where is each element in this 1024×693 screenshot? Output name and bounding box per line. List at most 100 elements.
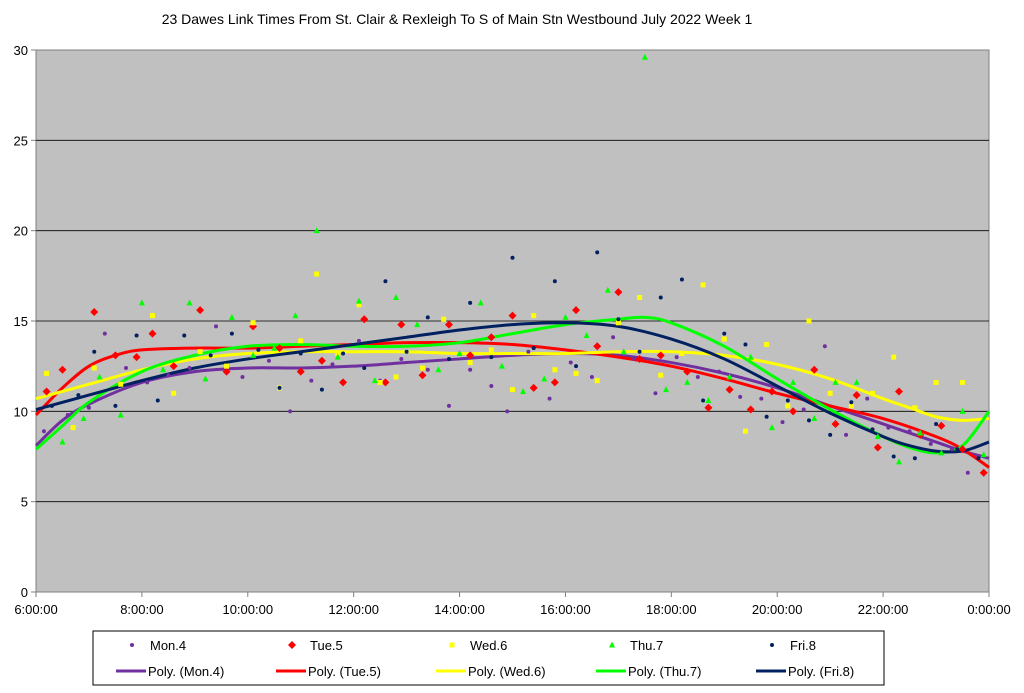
data-point [550, 378, 559, 387]
data-point [705, 396, 712, 403]
data-point [266, 358, 271, 363]
data-point [679, 351, 685, 357]
data-point [658, 372, 664, 378]
data-point [764, 414, 769, 419]
data-point [679, 277, 684, 282]
y-tick-label: 15 [14, 314, 28, 329]
data-point [425, 367, 430, 372]
data-point [42, 387, 51, 396]
x-tick-label: 10:00:00 [222, 602, 273, 617]
data-point [224, 363, 230, 369]
legend: Mon.4 Tue.5 Wed.6 Thu.7 Fri.8 Poly. (Mon.4) Po… [92, 630, 885, 686]
data-point [917, 429, 924, 436]
data-point [641, 53, 648, 60]
legend-marker [130, 643, 134, 647]
data-point [891, 454, 896, 459]
data-point [510, 255, 515, 260]
data-point [849, 400, 854, 405]
legend-label: Poly. (Wed.6) [468, 664, 546, 679]
data-point [228, 313, 235, 320]
data-point [611, 335, 616, 340]
data-point [489, 384, 494, 389]
data-point [949, 447, 954, 452]
x-tick-label: 8:00:00 [120, 602, 163, 617]
data-point [870, 390, 876, 396]
data-point [615, 320, 621, 326]
data-point [552, 279, 557, 284]
data-point [955, 447, 960, 452]
data-point [790, 378, 797, 385]
data-point [49, 403, 54, 408]
series-2-points [42, 288, 988, 477]
data-point [684, 378, 691, 385]
x-tick-label: 0:00:00 [967, 602, 1010, 617]
data-point [873, 443, 882, 452]
data-point [240, 375, 245, 380]
y-tick-label: 5 [21, 495, 28, 510]
gridlines [36, 139, 989, 503]
data-point [58, 365, 67, 374]
data-point [541, 375, 548, 382]
data-point [76, 393, 81, 398]
data-point [637, 349, 642, 354]
data-point [341, 351, 346, 356]
x-tick-label: 22:00:00 [858, 602, 909, 617]
legend-label: Poly. (Fri.8) [788, 664, 854, 679]
data-point [801, 407, 806, 412]
data-point [806, 318, 812, 324]
data-point [186, 299, 193, 306]
data-point [467, 360, 473, 366]
data-point [145, 380, 150, 385]
data-point [695, 375, 700, 380]
data-point [292, 312, 299, 319]
data-point [959, 407, 966, 414]
data-point [371, 377, 378, 384]
data-point [111, 351, 120, 360]
data-point [531, 346, 536, 351]
data-point [70, 425, 76, 431]
series-1-points [41, 324, 970, 475]
trendline-1 [34, 352, 990, 460]
data-point [96, 373, 103, 380]
data-point [508, 311, 517, 320]
data-point [335, 351, 341, 357]
data-point [716, 369, 721, 374]
data-point [721, 336, 727, 342]
series-4-points [59, 53, 987, 465]
data-point [848, 403, 854, 409]
data-point [573, 370, 579, 376]
data-point [356, 302, 362, 308]
data-point [658, 295, 663, 300]
data-point [418, 371, 427, 380]
data-point [886, 425, 891, 430]
data-point [296, 367, 305, 376]
data-point [529, 383, 538, 392]
data-point [743, 342, 748, 347]
chart-title: 23 Dawes Link Times From St. Clair & Rex… [162, 11, 753, 27]
data-point [907, 429, 912, 434]
data-point [414, 321, 421, 328]
x-tick-label: 18:00:00 [646, 602, 697, 617]
data-point [149, 313, 155, 319]
data-point [446, 356, 451, 361]
x-tick-label: 6:00:00 [14, 602, 57, 617]
y-tick-label: 10 [14, 404, 28, 419]
data-point [250, 351, 257, 358]
data-point [182, 333, 187, 338]
legend-marker [288, 641, 296, 649]
data-point [632, 356, 637, 361]
legend-label: Thu.7 [630, 638, 663, 653]
data-point [811, 415, 818, 422]
data-point [166, 373, 171, 378]
data-point [317, 356, 326, 365]
data-point [275, 344, 284, 353]
data-point [785, 398, 790, 403]
legend-label: Tue.5 [310, 638, 343, 653]
data-point [229, 331, 234, 336]
data-point [313, 227, 320, 234]
data-point [319, 387, 324, 392]
data-point [477, 299, 484, 306]
series-5-points [49, 250, 981, 461]
legend-box [92, 630, 885, 686]
data-point [595, 250, 600, 255]
